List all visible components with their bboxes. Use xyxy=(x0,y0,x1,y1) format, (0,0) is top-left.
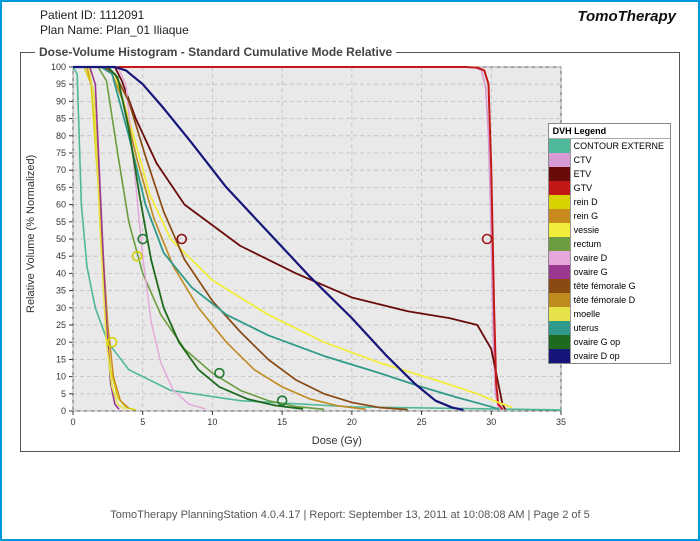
svg-text:20: 20 xyxy=(56,337,66,347)
legend-label: tête fémorale G xyxy=(571,281,642,291)
legend-swatch xyxy=(549,307,571,321)
svg-text:10: 10 xyxy=(207,417,217,427)
legend-swatch xyxy=(549,335,571,349)
x-axis-label: Dose (Gy) xyxy=(312,435,362,447)
legend-label: rein D xyxy=(571,197,604,207)
legend-item: uterus xyxy=(549,321,670,335)
svg-text:25: 25 xyxy=(56,320,66,330)
legend-label: ETV xyxy=(571,169,598,179)
legend-swatch xyxy=(549,195,571,209)
legend-item: rein D xyxy=(549,195,670,209)
legend-label: tête fémorale D xyxy=(571,295,642,305)
legend-label: uterus xyxy=(571,323,605,333)
legend-swatch xyxy=(549,209,571,223)
legend-item: CTV xyxy=(549,153,670,167)
svg-text:30: 30 xyxy=(56,303,66,313)
legend-label: GTV xyxy=(571,183,599,193)
patient-id-value: 1112091 xyxy=(99,8,144,22)
svg-text:75: 75 xyxy=(56,148,66,158)
legend-item: CONTOUR EXTERNE xyxy=(549,139,670,153)
legend-swatch xyxy=(549,349,571,363)
legend-label: CONTOUR EXTERNE xyxy=(571,141,670,151)
svg-text:95: 95 xyxy=(56,79,66,89)
legend-label: vessie xyxy=(571,225,606,235)
report-footer: TomoTherapy PlanningStation 4.0.4.17 | R… xyxy=(2,509,698,521)
svg-text:35: 35 xyxy=(56,286,66,296)
plan-name-value: Plan_01 Iliaque xyxy=(106,23,189,37)
legend-title: DVH Legend xyxy=(549,124,670,139)
legend-label: moelle xyxy=(571,309,607,319)
legend-item: tête fémorale D xyxy=(549,293,670,307)
svg-text:0: 0 xyxy=(61,406,66,416)
svg-text:45: 45 xyxy=(56,251,66,261)
report-frame: Patient ID: 1112091 Plan Name: Plan_01 I… xyxy=(0,0,700,541)
legend-swatch xyxy=(549,153,571,167)
svg-text:0: 0 xyxy=(70,417,75,427)
legend-item: vessie xyxy=(549,223,670,237)
svg-text:20: 20 xyxy=(347,417,357,427)
svg-text:40: 40 xyxy=(56,268,66,278)
svg-text:70: 70 xyxy=(56,165,66,175)
svg-text:65: 65 xyxy=(56,182,66,192)
legend-label: ovaire D xyxy=(571,253,614,263)
svg-text:35: 35 xyxy=(556,417,566,427)
legend-swatch xyxy=(549,279,571,293)
legend-swatch xyxy=(549,139,571,153)
patient-id-label: Patient ID: xyxy=(40,8,96,22)
svg-text:5: 5 xyxy=(140,417,145,427)
legend-swatch xyxy=(549,293,571,307)
svg-text:100: 100 xyxy=(51,62,66,72)
svg-text:60: 60 xyxy=(56,200,66,210)
legend-swatch xyxy=(549,321,571,335)
legend-swatch xyxy=(549,237,571,251)
report-header: Patient ID: 1112091 Plan Name: Plan_01 I… xyxy=(40,8,189,38)
legend-label: ovaire G xyxy=(571,267,614,277)
svg-text:25: 25 xyxy=(417,417,427,427)
svg-text:80: 80 xyxy=(56,131,66,141)
dvh-chart: Dose-Volume Histogram - Standard Cumulat… xyxy=(20,52,680,452)
legend-item: ETV xyxy=(549,167,670,181)
legend-swatch xyxy=(549,265,571,279)
legend-item: tête fémorale G xyxy=(549,279,670,293)
legend-label: ovaire G op xyxy=(571,337,627,347)
tomotherapy-logo: TomoTherapy xyxy=(577,8,676,25)
y-axis-label: Relative Volume (% Normalized) xyxy=(25,155,37,313)
svg-text:15: 15 xyxy=(277,417,287,427)
svg-text:30: 30 xyxy=(486,417,496,427)
legend-label: rein G xyxy=(571,211,605,221)
legend-item: ovaire G xyxy=(549,265,670,279)
svg-text:50: 50 xyxy=(56,234,66,244)
svg-text:55: 55 xyxy=(56,217,66,227)
legend-item: GTV xyxy=(549,181,670,195)
legend-swatch xyxy=(549,167,571,181)
svg-text:5: 5 xyxy=(61,389,66,399)
legend-label: CTV xyxy=(571,155,598,165)
legend-item: rectum xyxy=(549,237,670,251)
legend-item: rein G xyxy=(549,209,670,223)
svg-text:85: 85 xyxy=(56,114,66,124)
svg-text:10: 10 xyxy=(56,372,66,382)
svg-text:15: 15 xyxy=(56,354,66,364)
legend-item: ovaire D op xyxy=(549,349,670,363)
legend-item: moelle xyxy=(549,307,670,321)
legend-swatch xyxy=(549,223,571,237)
legend-swatch xyxy=(549,181,571,195)
legend-label: rectum xyxy=(571,239,608,249)
legend-label: ovaire D op xyxy=(571,351,626,361)
plan-name-label: Plan Name: xyxy=(40,23,103,37)
legend-item: ovaire D xyxy=(549,251,670,265)
legend-item: ovaire G op xyxy=(549,335,670,349)
svg-text:90: 90 xyxy=(56,96,66,106)
legend-swatch xyxy=(549,251,571,265)
dvh-legend: DVH Legend CONTOUR EXTERNE CTV ETV GTV rein … xyxy=(548,123,671,364)
